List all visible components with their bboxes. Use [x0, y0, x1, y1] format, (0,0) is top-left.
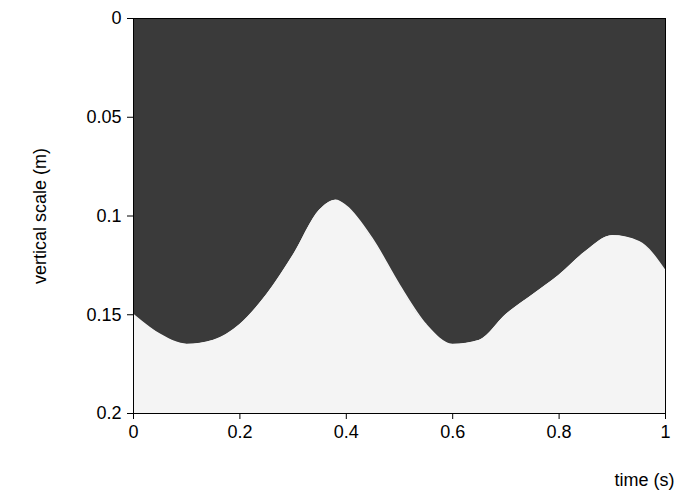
svg-text:0.8: 0.8 [547, 422, 572, 442]
svg-text:0.2: 0.2 [96, 403, 121, 423]
svg-text:0.05: 0.05 [86, 107, 121, 127]
svg-text:1: 1 [660, 422, 670, 442]
svg-text:0.15: 0.15 [86, 305, 121, 325]
svg-text:0: 0 [111, 8, 121, 28]
svg-text:0.1: 0.1 [96, 206, 121, 226]
svg-text:0.6: 0.6 [440, 422, 465, 442]
svg-text:0: 0 [128, 422, 138, 442]
svg-text:0.2: 0.2 [227, 422, 252, 442]
svg-text:0.4: 0.4 [334, 422, 359, 442]
svg-text:vertical scale (m): vertical scale (m) [30, 148, 50, 284]
svg-text:time (s): time (s) [615, 470, 675, 490]
